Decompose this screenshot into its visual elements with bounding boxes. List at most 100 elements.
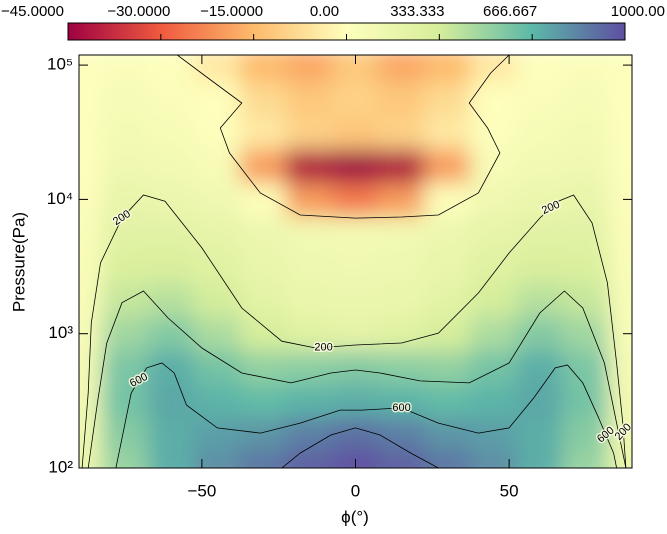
heat-cell [239,383,287,419]
colorbar-tick-label: −15.0000 [200,3,263,20]
heat-cell [562,55,610,83]
heat-cell [331,148,380,184]
heat-cell [378,282,426,318]
heat-cell [79,350,103,385]
heat-cell [239,417,287,452]
heat-cell [424,148,472,184]
contour-line [115,362,617,468]
heat-cell [378,81,426,116]
colorbar-tick-label: −45.0000 [1,3,64,20]
heat-cell [193,215,241,251]
heat-cell [285,55,333,83]
heat-cell [470,215,518,251]
heat-cell [562,249,610,284]
heat-cell [516,350,564,385]
heat-cell [562,316,610,352]
heat-cell [470,383,518,419]
heat-cell [101,350,149,385]
heat-cell [79,182,103,217]
heat-cell [424,282,472,318]
heat-cell [424,182,472,217]
heat-cell [239,215,287,251]
heat-cell [608,55,632,83]
heat-cell [424,383,472,419]
heat-cell [331,316,380,352]
heat-cell [101,450,149,468]
heat-cell [79,114,103,150]
heat-cell [239,81,287,116]
heat-cell [147,350,195,385]
heat-cell [424,114,472,150]
x-tick-label: 50 [500,481,519,500]
heat-cell [608,114,632,150]
colorbar-tick-label: 666.667 [483,3,537,20]
y-tick-label: 10² [48,457,73,476]
heat-cell [424,215,472,251]
heat-cell [285,282,333,318]
heat-cell [331,55,380,83]
colorbar-tick-label: 1000.00 [611,3,665,20]
heat-cell [331,182,380,217]
heat-cell [193,450,241,468]
heatmap-cells [79,55,632,468]
heat-cell [79,249,103,284]
heat-cell [193,350,241,385]
heat-cell [147,182,195,217]
heat-cell [378,148,426,184]
heat-cell [608,249,632,284]
heat-cell [193,114,241,150]
heat-cell [239,148,287,184]
heat-cell [101,249,149,284]
heat-cell [424,450,472,468]
heat-cell [79,282,103,318]
heat-cell [516,249,564,284]
heat-cell [562,148,610,184]
heat-cell [285,215,333,251]
heat-cell [193,316,241,352]
x-tick-label: 0 [351,481,360,500]
heat-cell [516,148,564,184]
heat-cell [562,450,610,468]
heat-cell [193,383,241,419]
heat-cell [239,249,287,284]
heat-cell [147,282,195,318]
heat-cell [378,249,426,284]
heat-cell [378,182,426,217]
heat-cell [331,114,380,150]
heat-cell [193,55,241,83]
heat-cell [79,148,103,184]
colorbar-tick-label: 333.333 [390,3,444,20]
colorbar-tick-label: 0.00 [310,3,339,20]
heat-cell [101,114,149,150]
heat-cell [147,417,195,452]
heat-cell [424,316,472,352]
heat-cell [516,81,564,116]
contour-label: 600 [392,402,410,414]
heat-cell [470,81,518,116]
heat-cell [331,350,380,385]
heat-cell [424,81,472,116]
heat-cell [101,55,149,83]
heat-cell [101,282,149,318]
heat-cell [147,148,195,184]
heat-cell [101,148,149,184]
heat-cell [562,182,610,217]
heat-cell [331,81,380,116]
heat-cell [516,282,564,318]
heat-cell [239,182,287,217]
heat-cell [424,350,472,385]
heat-cell [147,55,195,83]
heat-cell [608,148,632,184]
heat-cell [470,316,518,352]
heat-cell [285,383,333,419]
heat-cell [285,182,333,217]
heat-cell [147,249,195,284]
heat-cell [516,182,564,217]
heat-cell [147,450,195,468]
contour-line [177,55,510,219]
heat-cell [516,417,564,452]
heat-cell [193,417,241,452]
heat-cell [285,350,333,385]
heat-cell [378,350,426,385]
heat-cell [608,417,632,452]
